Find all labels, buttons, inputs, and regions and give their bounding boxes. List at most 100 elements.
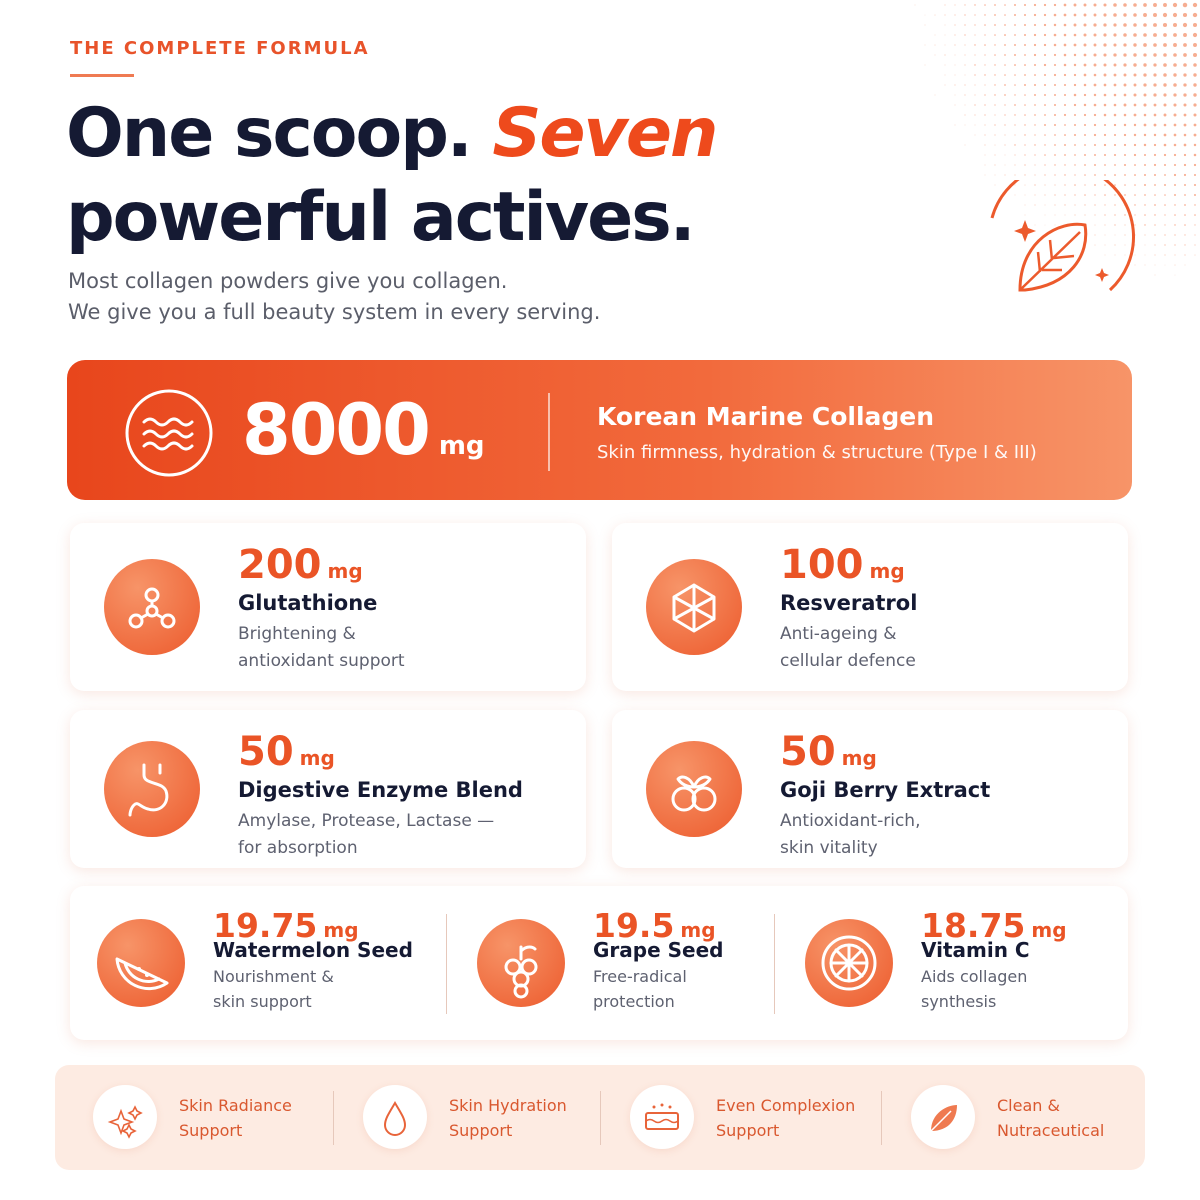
dot (1014, 64, 1016, 66)
dot (964, 24, 965, 25)
dot (1193, 113, 1196, 116)
dot (1074, 14, 1077, 17)
dot (1004, 54, 1006, 56)
description-line: antioxidant support (238, 648, 405, 675)
dot (1134, 174, 1136, 176)
dot (965, 55, 966, 56)
dot (1014, 74, 1016, 76)
dot (1154, 194, 1156, 196)
dot (1184, 194, 1186, 196)
dot (1124, 154, 1126, 156)
dot (1094, 134, 1096, 136)
dot (1193, 23, 1197, 27)
dot (1044, 164, 1045, 165)
dot (1143, 3, 1147, 7)
benefit-line: Support (179, 1118, 292, 1143)
dot (1183, 93, 1186, 96)
dot (945, 55, 946, 56)
dot (1044, 144, 1045, 145)
dot (1184, 114, 1187, 117)
dot (1124, 144, 1126, 146)
dot (1004, 44, 1006, 46)
dot (1143, 33, 1147, 37)
icon-glyph (477, 919, 565, 1007)
dot (1104, 104, 1107, 107)
dot (1054, 24, 1056, 26)
dot (1194, 124, 1197, 127)
dot (1194, 234, 1195, 235)
dot (975, 85, 976, 86)
dot (1104, 94, 1107, 97)
description-line: skin support (213, 989, 334, 1014)
dot (1034, 34, 1036, 36)
dot (1044, 14, 1046, 16)
dot (1124, 84, 1127, 87)
dot (1093, 53, 1096, 56)
amount-number: 50 (238, 729, 294, 775)
description-line: synthesis (921, 989, 1027, 1014)
dot (965, 75, 966, 76)
dot (1074, 34, 1077, 37)
dot (1114, 174, 1116, 176)
dot (1064, 94, 1066, 96)
dot (1164, 174, 1166, 176)
dot (1164, 224, 1165, 225)
dot (1034, 74, 1036, 76)
dot (1134, 124, 1136, 126)
dot (994, 74, 995, 75)
dot (1194, 164, 1196, 166)
dot (1193, 33, 1197, 37)
minor-actives-card: 19.75 mg Watermelon Seed Nourishment & ski… (70, 886, 1128, 1040)
dot (1183, 43, 1187, 47)
dot (1084, 44, 1087, 47)
dot (1014, 84, 1016, 86)
benefit-text: Even Complexion Support (716, 1093, 855, 1143)
dot (1104, 74, 1107, 77)
dot (1164, 114, 1167, 117)
icon (646, 741, 742, 837)
dot (1074, 94, 1077, 97)
dot (945, 85, 946, 86)
dot (1114, 114, 1117, 117)
dot (1134, 114, 1137, 117)
dot (1113, 23, 1116, 26)
dot (984, 44, 986, 46)
dot (1185, 265, 1186, 266)
benefit-line: Support (449, 1118, 567, 1143)
dot (954, 44, 955, 45)
dot (1194, 204, 1195, 205)
description-line: Brightening & (238, 621, 405, 648)
separator (600, 1091, 601, 1145)
active-name: Goji Berry Extract (780, 778, 990, 802)
icon (805, 919, 893, 1007)
hero-description: Skin firmness, hydration & structure (Ty… (597, 442, 1037, 463)
dot (1044, 124, 1046, 126)
dot (1084, 174, 1086, 176)
dot (1164, 144, 1167, 147)
dot (1124, 94, 1127, 97)
dot (984, 74, 985, 75)
dot (915, 5, 916, 6)
dot (1154, 144, 1156, 146)
dot (1163, 23, 1167, 27)
dot (1183, 63, 1187, 67)
dot (1064, 44, 1067, 47)
dot (1024, 84, 1026, 86)
dot (1114, 154, 1116, 156)
dot (1174, 134, 1177, 137)
description-line: Free-radical (593, 964, 687, 989)
active-description: Anti-ageing & cellular defence (780, 621, 916, 675)
dot (964, 84, 965, 85)
dot (935, 55, 936, 56)
dot (1084, 154, 1086, 156)
dot (994, 24, 996, 26)
dot (1084, 84, 1087, 87)
dot (1173, 3, 1177, 7)
dot (1184, 174, 1186, 176)
dot (1084, 124, 1086, 126)
dot (964, 4, 965, 5)
active-description: Free-radical protection (593, 964, 687, 1014)
dot (935, 35, 936, 36)
dot (1014, 34, 1016, 36)
dot (1143, 43, 1147, 47)
